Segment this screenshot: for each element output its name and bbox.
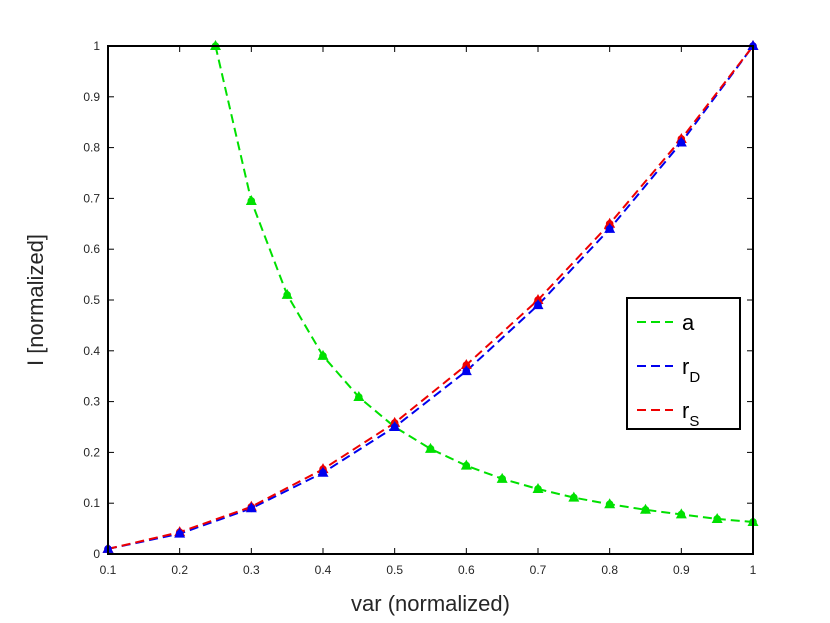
y-tick-label: 0.4 [83,344,100,358]
series-r_D-marker-triangle [317,466,329,477]
x-tick-label: 0.5 [386,563,403,577]
x-tick-label: 0.6 [458,563,475,577]
series-a-marker-triangle [711,512,723,523]
series-r_D [107,45,754,550]
series-a-marker-triangle [640,503,651,514]
y-tick-label: 0.8 [83,141,100,155]
x-tick-label: 0.4 [315,563,332,577]
series-a-marker-triangle [460,459,472,470]
y-tick-label: 0.1 [83,496,100,510]
x-tick-label: 1 [750,563,757,577]
series-r_D-marker-triangle [174,527,186,538]
x-tick-label: 0.1 [100,563,117,577]
series-r_D-marker-triangle [460,365,472,376]
series-r_S-marker-triangle [460,359,472,370]
legend-label-a: a [682,310,695,335]
y-tick-label: 0 [93,547,100,561]
y-tick-label: 0.5 [83,293,100,307]
series-a-marker-triangle [604,498,616,509]
series-r_S-marker-triangle [532,294,544,304]
ticks-layer: 0.1 0.2 0.3 0.4 0.5 0.6 0.7 0.8 0.9 100.10.20.30.… [83,39,756,577]
series-r_D-marker-triangle [532,299,544,310]
y-tick-label: 0.9 [83,90,100,104]
series-a-marker-triangle [245,194,257,205]
series-a-marker-triangle [675,508,687,519]
series-r_S-line [107,45,754,550]
y-tick-label: 0.6 [83,242,100,256]
x-tick-label: 0.7 [530,563,547,577]
y-tick-label: 0.2 [83,445,100,459]
y-axis-title: I [normalized] [23,234,48,366]
series-r_D-marker-triangle [675,136,687,147]
x-axis-title: var (normalized) [351,591,510,616]
x-tick-label: 0.9 [673,563,690,577]
series-r_S [107,45,754,550]
series-r_D-marker-triangle [389,421,401,431]
series-a [214,45,754,523]
x-tick-label: 0.8 [601,563,618,577]
series-a-marker-triangle [532,482,544,493]
legend-subscript-r_S: S [689,413,699,430]
series-a-marker-triangle [281,288,293,299]
x-tick-label: 0.2 [171,563,188,577]
series-a-line [214,45,754,523]
series-a-marker-triangle [353,391,365,402]
series-a-marker-triangle [317,349,329,360]
y-tick-label: 0.3 [83,395,100,409]
x-tick-label: 0.3 [243,563,260,577]
series-a-marker-triangle [496,472,508,483]
series-a-marker-triangle [568,491,580,502]
series-r_D-marker-triangle [245,502,257,513]
legend-box [626,297,741,430]
series-r_S-marker-triangle [604,217,616,228]
legend-subscript-r_D: D [689,369,700,386]
series-a-marker-triangle [425,442,436,453]
y-tick-label: 1 [93,39,100,53]
y-tick-label: 0.7 [83,191,100,205]
series-r_D-marker-triangle [604,222,616,233]
series-r_D-line [107,45,754,550]
